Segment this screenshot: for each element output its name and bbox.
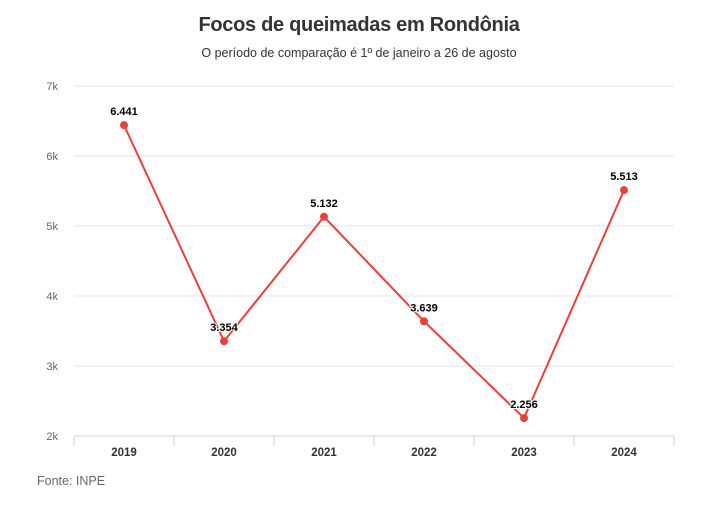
chart-subtitle: O período de comparação é 1º de janeiro … [201,46,517,60]
data-label: 3.639 [410,302,438,314]
chart-title: Focos de queimadas em Rondônia [198,14,520,36]
x-tick-label: 2023 [511,447,537,459]
data-point [220,337,228,346]
source-note: Fonte: INPE [37,474,106,488]
x-tick-label: 2022 [411,447,437,459]
x-tick-label: 2020 [211,447,237,459]
y-tick-label: 3k [46,361,58,373]
x-tick-label: 2024 [611,447,637,459]
y-tick-label: 5k [46,221,58,233]
y-tick-label: 6k [46,151,58,163]
x-tick-label: 2019 [111,447,137,459]
y-tick-label: 2k [46,431,58,443]
data-label: 2.256 [510,399,538,411]
data-label: 3.354 [210,322,238,334]
data-point [420,317,428,326]
y-tick-label: 7k [46,81,58,93]
y-tick-label: 4k [46,291,58,303]
data-label: 5.132 [310,198,338,210]
data-point [520,414,528,423]
data-point [320,212,328,221]
data-label: 5.513 [610,171,638,183]
data-point [620,186,628,195]
series-line [123,124,625,420]
data-label: 6.441 [110,106,138,118]
x-tick-label: 2021 [311,447,337,459]
data-point [120,121,128,130]
